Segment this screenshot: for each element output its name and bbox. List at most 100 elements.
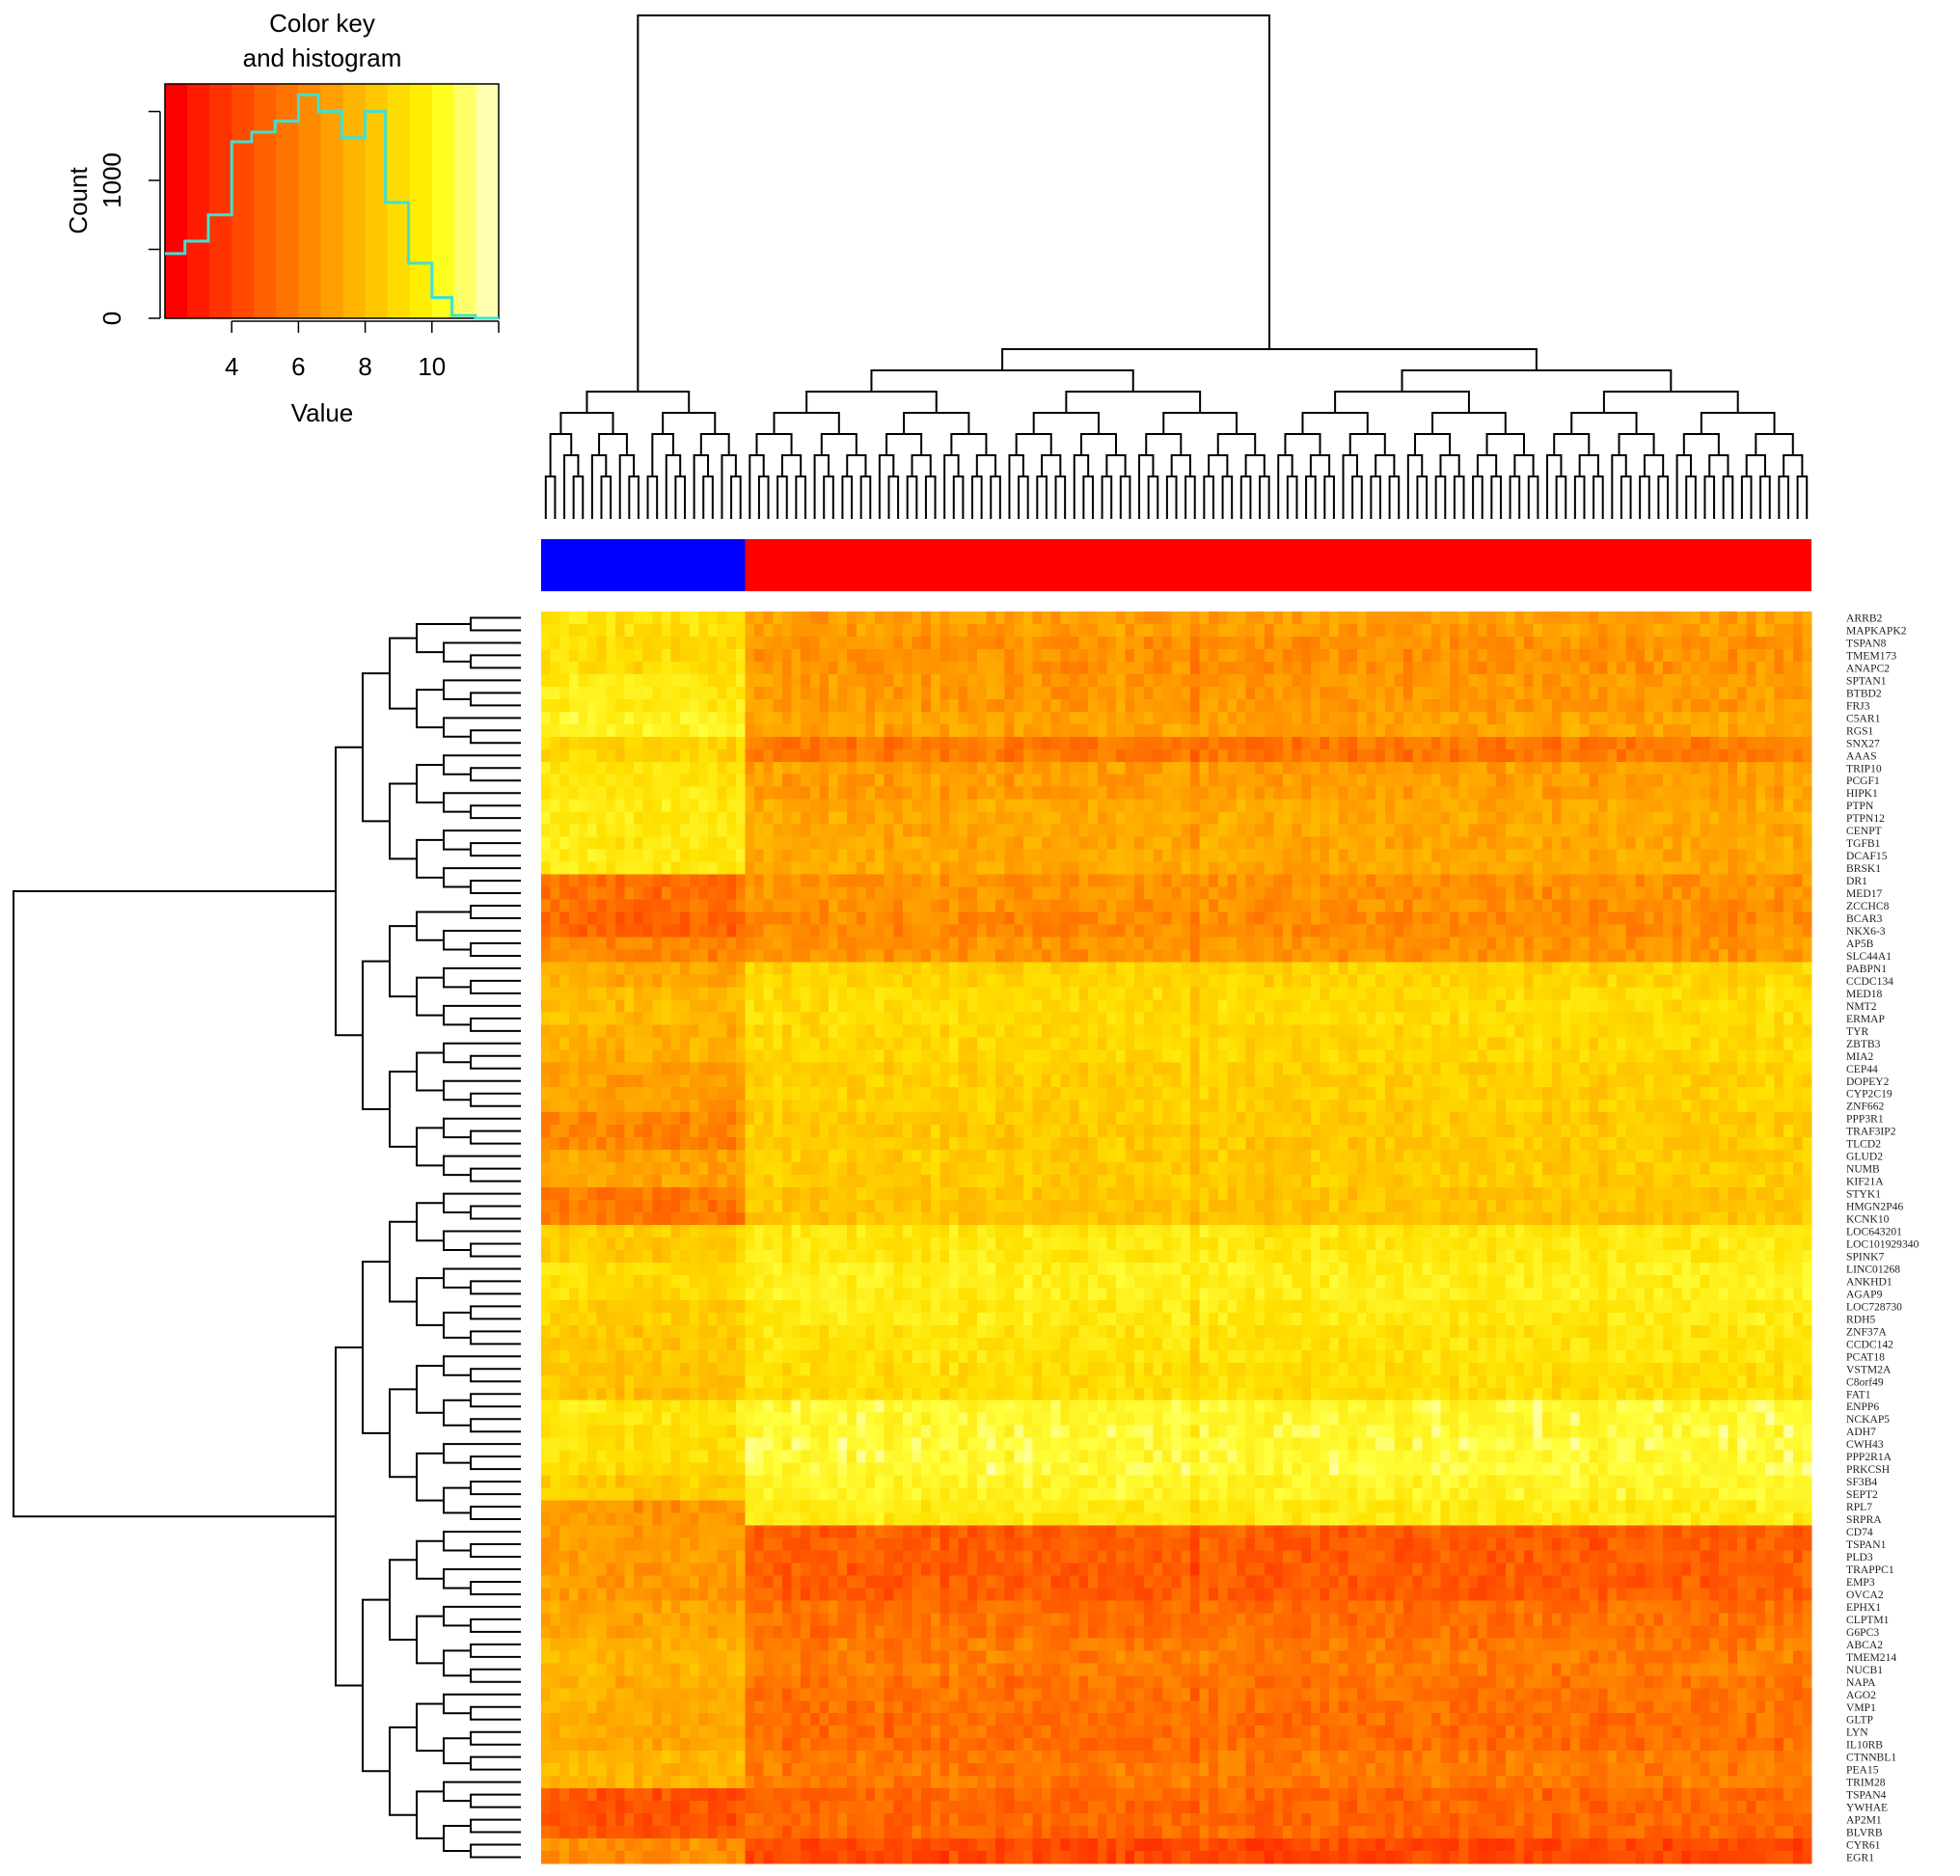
heatmap-cell — [1394, 786, 1404, 801]
heatmap-cell — [1171, 736, 1182, 750]
heatmap-cell — [1756, 937, 1766, 950]
heatmap-cell — [1116, 811, 1127, 826]
heatmap-cell — [1663, 698, 1674, 713]
heatmap-cell — [1209, 1012, 1219, 1025]
heatmap-cell — [1430, 886, 1441, 900]
heatmap-cell — [578, 612, 588, 625]
heatmap-cell — [1561, 612, 1571, 625]
heatmap-cell — [837, 849, 848, 862]
heatmap-cell — [791, 736, 802, 750]
heatmap-cell — [1171, 799, 1182, 813]
heatmap-cell — [708, 836, 719, 851]
heatmap-cell — [1440, 962, 1451, 975]
heatmap-cell — [801, 874, 811, 887]
heatmap-cell — [689, 1024, 699, 1038]
heatmap-cell — [1255, 924, 1266, 938]
heatmap-cell — [1589, 686, 1599, 700]
heatmap-cell — [1691, 836, 1701, 851]
heatmap-cell — [1514, 1012, 1525, 1025]
heatmap-cell — [1292, 623, 1302, 638]
heatmap-cell — [1032, 836, 1043, 851]
heatmap-cell — [1097, 736, 1107, 750]
heatmap-cell — [1255, 786, 1266, 801]
heatmap-cell — [754, 824, 765, 838]
heatmap-cell — [1366, 924, 1376, 938]
heatmap-cell — [596, 974, 607, 988]
heatmap-cell — [1162, 1012, 1173, 1025]
heatmap-cell — [1505, 999, 1515, 1013]
heatmap-cell — [1709, 861, 1720, 875]
heatmap-cell — [939, 824, 950, 838]
heatmap-cell — [1691, 711, 1701, 725]
heatmap-cell — [763, 924, 774, 938]
heatmap-cell — [1672, 748, 1682, 763]
dendrogram-branch — [1675, 454, 1693, 519]
heatmap-cell — [1430, 836, 1441, 851]
heatmap-cell — [1709, 761, 1720, 775]
heatmap-cell — [1042, 612, 1052, 625]
heatmap-cell — [902, 1012, 912, 1025]
heatmap-cell — [763, 1012, 774, 1025]
heatmap-cell — [1236, 836, 1246, 851]
heatmap-cell — [735, 736, 746, 750]
dendrogram-branch — [1008, 454, 1024, 519]
heatmap-cell — [1199, 836, 1210, 851]
heatmap-cell — [1181, 673, 1191, 688]
heatmap-cell — [809, 911, 820, 925]
heatmap-cell — [708, 761, 719, 775]
heatmap-cell — [1672, 1024, 1682, 1038]
heatmap-cell — [930, 836, 940, 851]
heatmap-cell — [1644, 937, 1654, 950]
heatmap-cell — [1597, 761, 1608, 775]
heatmap-cell — [1032, 711, 1043, 725]
heatmap-cell — [1069, 861, 1079, 875]
heatmap-cell — [1189, 1024, 1200, 1038]
heatmap-cell — [1245, 849, 1256, 862]
heatmap-cell — [1060, 623, 1071, 638]
heatmap-cell — [847, 1037, 858, 1050]
heatmap-cell — [1375, 1012, 1386, 1025]
heatmap-cell — [1597, 924, 1608, 938]
heatmap-cell — [1422, 911, 1432, 925]
heatmap-cell — [1551, 612, 1562, 625]
heatmap-cell — [763, 698, 774, 713]
heatmap-cell — [726, 711, 737, 725]
heatmap-cell — [1728, 673, 1738, 688]
heatmap-cell — [1663, 949, 1674, 963]
heatmap-cell — [819, 711, 830, 725]
dendrogram-branch — [1682, 433, 1720, 455]
heatmap-cell — [1570, 924, 1581, 938]
heatmap-cell — [829, 774, 839, 788]
heatmap-cell — [1597, 636, 1608, 650]
heatmap-cell — [1737, 911, 1748, 925]
heatmap-cell — [1106, 886, 1117, 900]
heatmap-cell — [847, 924, 858, 938]
heatmap-cell — [1283, 811, 1293, 826]
heatmap-cell — [801, 899, 811, 912]
heatmap-cell — [939, 937, 950, 950]
heatmap-cell — [958, 861, 968, 875]
heatmap-cell — [1635, 924, 1646, 938]
heatmap-cell — [1310, 774, 1320, 788]
heatmap-cell — [1746, 849, 1756, 862]
heatmap-cell — [1514, 774, 1525, 788]
heatmap-cell — [735, 799, 746, 813]
heatmap-cell — [1663, 612, 1674, 625]
heatmap-cell — [689, 648, 699, 663]
heatmap-cell — [1802, 799, 1812, 813]
heatmap-cell — [1014, 612, 1024, 625]
heatmap-cell — [642, 723, 653, 738]
heatmap-cell — [902, 874, 912, 887]
heatmap-cell — [939, 1012, 950, 1025]
heatmap-cell — [717, 886, 727, 900]
heatmap-cell — [578, 1024, 588, 1038]
heatmap-cell — [930, 911, 940, 925]
heatmap-cell — [819, 648, 830, 663]
heatmap-cell — [1533, 899, 1543, 912]
heatmap-cell — [606, 962, 616, 975]
heatmap-cell — [1014, 937, 1024, 950]
heatmap-cell — [1468, 999, 1479, 1013]
heatmap-cell — [902, 748, 912, 763]
heatmap-cell — [1430, 748, 1441, 763]
heatmap-cell — [1014, 661, 1024, 675]
